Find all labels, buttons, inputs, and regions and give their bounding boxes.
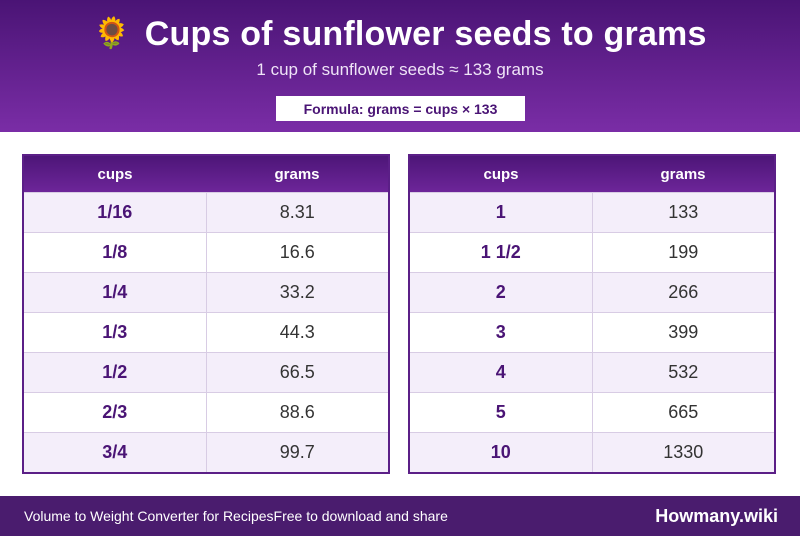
grams-cell: 1330 [663,442,704,462]
table-body: 1 133 1 1/2 199 2 266 3 399 4 532 5 665 10 1330 [410,192,774,472]
brand-logo: Howmany.wiki [655,505,778,526]
grams-cell: 99.7 [279,442,315,462]
grams-cell: 33.2 [279,282,315,302]
table-row: 1/3 44.3 [24,312,388,352]
column-header-cups: cups [97,165,133,183]
conversion-table-right: cups grams 1 133 1 1/2 199 2 266 3 399 4 532 … [408,154,776,474]
table-row: 2/3 88.6 [24,392,388,432]
conversion-table-left: cups grams 1/16 8.31 1/8 16.6 1/4 33.2 1/3 4… [22,154,390,474]
grams-cell: 133 [668,202,699,222]
column-header-cups: cups [483,165,519,183]
grams-cell: 88.6 [279,402,315,422]
table-row: 1 133 [410,192,774,232]
grams-cell: 532 [668,362,699,382]
grams-cell: 665 [668,402,699,422]
footer-bar: Volume to Weight Converter for Recipes Fr… [0,496,800,536]
footer-text: Volume to Weight Converter for Recipes Fr… [24,496,448,536]
table-row: 3/4 99.7 [24,432,388,472]
table-row: 3 399 [410,312,774,352]
cups-cell: 4 [410,353,593,392]
title-row: 🌻 Cups of sunflower seeds to grams [0,12,800,56]
cups-cell: 5 [410,393,593,432]
formula-badge: Formula: grams = cups × 133 [276,96,525,121]
grams-cell: 8.31 [279,202,315,222]
grams-cell: 66.5 [279,362,315,382]
table-row: 1/2 66.5 [24,352,388,392]
table-row: 5 665 [410,392,774,432]
cups-cell: 1 [410,193,593,232]
grams-cell: 266 [668,282,699,302]
column-header-grams: grams [274,165,320,183]
footer-tagline: Volume to Weight Converter for Recipes [24,508,274,524]
table-row: 1/8 16.6 [24,232,388,272]
grams-cell: 399 [668,322,699,342]
cups-cell: 2/3 [24,393,207,432]
footer-share-note: Free to download and share [273,508,448,524]
cups-cell: 1 1/2 [410,233,593,272]
table-row: 1 1/2 199 [410,232,774,272]
cups-cell: 1/16 [24,193,207,232]
table-header: cups grams [410,156,774,192]
table-row: 1/16 8.31 [24,192,388,232]
sunflower-icon: 🌻 [93,17,131,50]
cups-cell: 1/3 [24,313,207,352]
table-row: 1/4 33.2 [24,272,388,312]
page-title: Cups of sunflower seeds to grams [144,14,707,53]
table-row: 10 1330 [410,432,774,472]
cups-cell: 10 [410,433,593,472]
cups-cell: 3 [410,313,593,352]
grams-cell: 44.3 [279,322,315,342]
cups-cell: 1/4 [24,273,207,312]
table-row: 2 266 [410,272,774,312]
cups-cell: 1/2 [24,353,207,392]
table-row: 4 532 [410,352,774,392]
cups-cell: 3/4 [24,433,207,472]
page-subtitle: 1 cup of sunflower seeds ≈ 133 grams [256,60,544,79]
cups-cell: 2 [410,273,593,312]
column-header-grams: grams [660,165,706,183]
grams-cell: 16.6 [279,242,315,262]
table-header: cups grams [24,156,388,192]
table-body: 1/16 8.31 1/8 16.6 1/4 33.2 1/3 44.3 1/2 66.5… [24,192,388,472]
grams-cell: 199 [668,242,699,262]
header-banner: 🌻 Cups of sunflower seeds to grams 1 cup… [0,0,800,132]
cups-cell: 1/8 [24,233,207,272]
